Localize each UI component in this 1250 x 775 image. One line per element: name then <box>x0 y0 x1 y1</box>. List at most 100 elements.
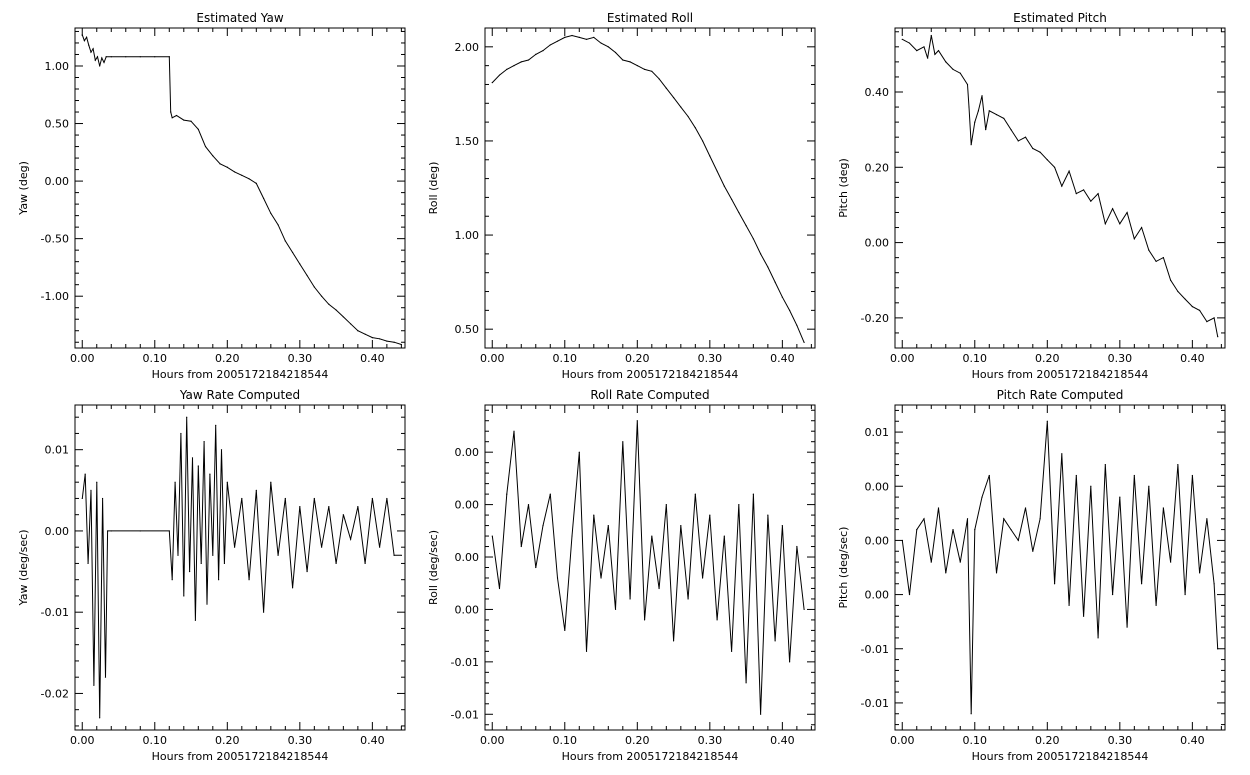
data-point <box>498 587 501 590</box>
data-point <box>694 493 696 495</box>
data-point <box>218 579 220 581</box>
data-point <box>219 163 221 165</box>
data-point <box>379 338 381 340</box>
data-point <box>571 535 573 537</box>
data-point <box>90 489 92 491</box>
data-point <box>1217 336 1219 338</box>
data-point <box>542 524 544 527</box>
y-tick-label: -0.20 <box>861 312 889 325</box>
data-point <box>313 497 315 500</box>
data-point <box>1140 583 1143 585</box>
chart-panel: Estimated Yaw Hours from 2005172184218544… <box>17 11 406 381</box>
data-point <box>520 545 522 548</box>
data-point <box>400 343 402 346</box>
data-point <box>1199 309 1201 311</box>
data-point <box>175 114 178 117</box>
y-tick-label: -0.01 <box>41 606 69 619</box>
y-tick-label: 0.40 <box>865 86 890 99</box>
data-point <box>1075 193 1077 195</box>
data-point <box>995 113 998 116</box>
data-point <box>226 166 228 168</box>
data-point <box>1024 507 1027 509</box>
data-point <box>672 640 675 642</box>
data-point <box>578 36 580 39</box>
data-point <box>328 505 330 508</box>
data-point <box>968 106 970 108</box>
x-tick-label: 0.40 <box>1180 734 1205 747</box>
x-tick-label: 0.40 <box>770 352 795 365</box>
data-point <box>506 68 508 71</box>
data-point <box>386 340 388 342</box>
data-point <box>277 224 279 226</box>
data-point <box>789 661 791 663</box>
data-point <box>607 46 609 48</box>
data-point <box>299 505 301 508</box>
x-axis-label: Hours from 2005172184218544 <box>972 750 1149 763</box>
data-point <box>1010 129 1012 131</box>
data-point <box>988 110 990 112</box>
data-point <box>1032 147 1034 150</box>
y-tick-label: 0.00 <box>865 589 890 602</box>
data-point <box>916 528 918 531</box>
data-point <box>988 474 990 477</box>
data-point <box>183 595 185 597</box>
x-tick-label: 0.10 <box>553 352 578 365</box>
data-point <box>90 51 92 53</box>
data-point <box>1082 615 1085 617</box>
data-point <box>177 554 179 556</box>
series-line <box>81 417 402 718</box>
data-point <box>92 48 94 50</box>
chart-title: Estimated Roll <box>607 11 693 25</box>
data-point <box>701 577 704 579</box>
chart-panel: Roll Rate Computed Hours from 20051721842… <box>427 388 816 763</box>
x-tick-label: 0.00 <box>890 352 915 365</box>
data-point <box>774 281 776 283</box>
data-point <box>622 441 624 443</box>
data-point <box>1213 583 1215 585</box>
data-point <box>1075 474 1077 477</box>
x-tick-label: 0.30 <box>1108 734 1133 747</box>
data-point <box>716 170 718 172</box>
data-point <box>767 514 769 516</box>
data-point <box>974 528 976 531</box>
data-point <box>1053 166 1056 168</box>
data-point <box>393 341 395 343</box>
data-point <box>101 497 104 500</box>
data-point <box>103 61 105 64</box>
data-point <box>1082 189 1085 191</box>
data-point <box>658 78 660 80</box>
data-point <box>248 579 250 581</box>
data-point <box>974 121 976 123</box>
data-point <box>571 34 573 37</box>
data-point <box>1155 260 1157 263</box>
data-point <box>937 507 940 509</box>
data-point <box>215 424 217 426</box>
data-point <box>1155 604 1157 607</box>
data-point <box>191 457 194 459</box>
data-point <box>745 225 747 227</box>
y-axis-label: Roll (deg) <box>427 162 440 215</box>
data-point <box>139 530 141 532</box>
data-point <box>665 503 667 506</box>
y-tick-label: 0.00 <box>455 603 480 616</box>
data-point <box>716 619 718 621</box>
data-point <box>223 562 226 565</box>
x-tick-label: 0.00 <box>890 734 915 747</box>
y-tick-label: -0.01 <box>861 697 889 710</box>
data-point <box>934 53 936 55</box>
x-tick-label: 0.30 <box>288 734 313 747</box>
series-line <box>491 34 805 343</box>
data-point <box>180 432 182 435</box>
data-point <box>306 274 308 277</box>
data-point <box>241 174 243 176</box>
data-point <box>1184 593 1186 596</box>
data-point <box>651 70 653 72</box>
data-point <box>328 303 330 305</box>
data-point <box>1046 420 1048 422</box>
data-point <box>1061 185 1063 187</box>
data-point <box>313 286 315 288</box>
x-tick-label: 0.10 <box>143 352 168 365</box>
series-line <box>901 421 1219 714</box>
plot-frame <box>894 404 1226 731</box>
data-point <box>320 295 323 297</box>
